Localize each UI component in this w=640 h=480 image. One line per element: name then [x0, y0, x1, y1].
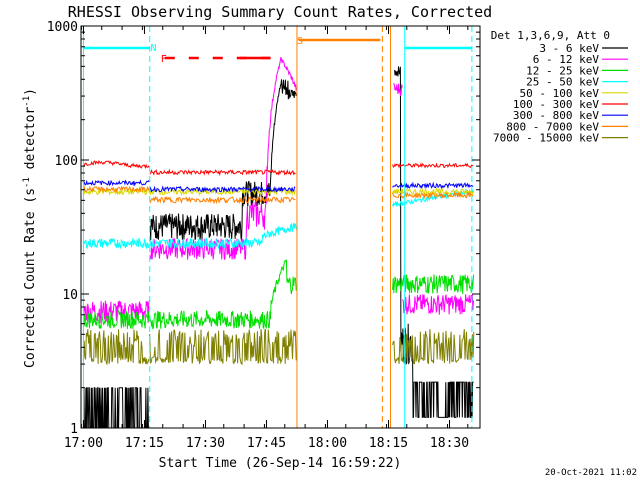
- x-axis-label: Start Time (26-Sep-14 16:59:22): [159, 456, 402, 471]
- x-tick-label-2: 17:30: [186, 436, 225, 451]
- plot-frame: [80, 25, 481, 429]
- series-5: [83, 160, 474, 177]
- series-line-5: [83, 160, 150, 169]
- series-line-1: [82, 300, 150, 324]
- legend-label-2: 12 - 25 keV: [526, 64, 599, 77]
- series-line-1: [402, 294, 474, 315]
- y-tick-label-3: 1000: [47, 20, 78, 35]
- legend-label-6: 300 - 800 keV: [513, 109, 599, 122]
- series-line-3: [82, 237, 150, 250]
- series-line-7: [392, 190, 474, 200]
- x-tick-label-4: 18:00: [308, 436, 347, 451]
- series-line-0: [394, 66, 405, 364]
- legend-label-8: 7000 - 15000 keV: [493, 132, 599, 145]
- legend-label-7: 800 - 7000 keV: [506, 120, 599, 133]
- series-1: [82, 57, 474, 324]
- series-3: [82, 188, 475, 250]
- y-tick-label-0: 1: [70, 422, 78, 437]
- flag-overlays: NF S: [82, 26, 473, 428]
- annotation-f: F: [161, 54, 167, 65]
- series-line-8: [149, 328, 297, 365]
- y-axis-label-c: detector: [23, 107, 38, 178]
- y-axis-label-b: -1: [22, 177, 32, 188]
- x-tick-label-5: 18:15: [369, 436, 408, 451]
- series-line-1: [393, 82, 403, 97]
- series-line-2: [149, 258, 297, 330]
- series-8: [82, 328, 475, 366]
- y-axis-label: Corrected Count Rate (s-1 detector-1): [22, 88, 38, 368]
- legend-label-5: 100 - 300 keV: [513, 98, 599, 111]
- series-line-2: [82, 309, 150, 330]
- legend-label-0: 3 - 6 keV: [539, 42, 599, 55]
- annotation-n: N: [151, 43, 157, 54]
- series-line-7: [149, 195, 296, 205]
- y-tick-label-1: 10: [62, 288, 78, 303]
- series-line-0: [149, 79, 297, 241]
- series-line-6: [83, 179, 150, 187]
- series-2: [82, 258, 475, 330]
- y-axis-label-a: Corrected Count Rate (s: [23, 188, 38, 368]
- y-axis-label-e: ): [23, 88, 38, 96]
- series-line-5: [392, 162, 474, 169]
- x-tick-label-0: 17:00: [64, 436, 103, 451]
- legend-label-4: 50 - 100 keV: [520, 87, 600, 100]
- series-line-1: [149, 57, 297, 260]
- chart-title: RHESSI Observing Summary Count Rates, Co…: [68, 3, 492, 21]
- series-line-8: [392, 329, 475, 365]
- series-6: [83, 179, 474, 194]
- series-line-0: [404, 323, 474, 418]
- y-axis-label-d: -1: [22, 96, 32, 107]
- annotation-s: S: [297, 36, 303, 47]
- series-line-6: [392, 181, 474, 190]
- x-tick-label-6: 18:30: [430, 436, 469, 451]
- legend-label-1: 6 - 12 keV: [533, 53, 600, 66]
- series-line-3: [149, 222, 297, 250]
- series-line-5: [149, 168, 296, 177]
- series-line-6: [149, 185, 296, 194]
- plot-series-group: [82, 57, 475, 429]
- series-7: [82, 185, 474, 205]
- footer-date: 20-Oct-2021 11:02: [545, 468, 637, 478]
- x-tick-label-1: 17:15: [125, 436, 164, 451]
- legend-label-3: 25 - 50 keV: [526, 76, 599, 89]
- series-line-0: [82, 387, 150, 429]
- series-line-2: [392, 274, 475, 295]
- series-line-8: [82, 329, 150, 366]
- legend-title: Det 1,3,6,9, Att 0: [491, 29, 610, 42]
- y-tick-label-2: 100: [55, 154, 78, 169]
- x-tick-label-3: 17:45: [247, 436, 286, 451]
- series-line-7: [82, 185, 150, 194]
- axes-frame: 17:00 17:15 17:30 17:45 18:00 18:15 18:30 1 10 10…: [47, 20, 481, 451]
